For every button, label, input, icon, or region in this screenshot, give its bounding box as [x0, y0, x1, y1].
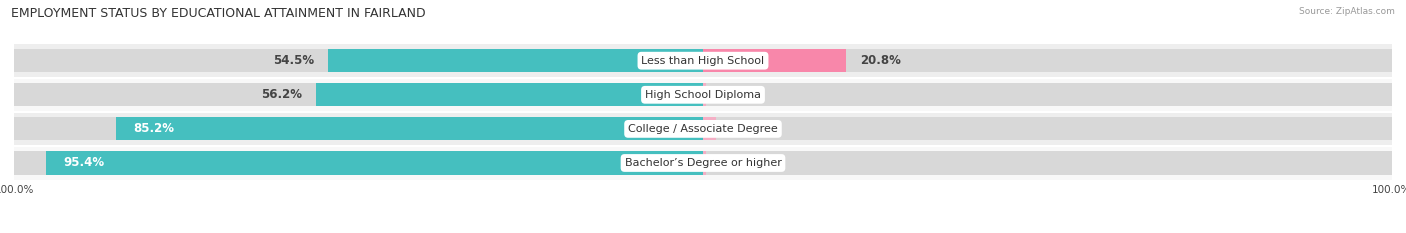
Bar	[328, 49, 703, 72]
Text: 56.2%: 56.2%	[262, 88, 302, 101]
Text: 85.2%: 85.2%	[134, 122, 174, 135]
Bar	[14, 78, 1392, 112]
Bar	[14, 151, 703, 175]
Bar	[703, 151, 1392, 175]
Bar	[14, 112, 1392, 146]
Text: 20.8%: 20.8%	[860, 54, 901, 67]
Bar	[14, 44, 1392, 78]
Bar	[703, 117, 1392, 140]
Text: High School Diploma: High School Diploma	[645, 90, 761, 100]
Text: Less than High School: Less than High School	[641, 56, 765, 66]
Bar	[14, 49, 703, 72]
Text: Bachelor’s Degree or higher: Bachelor’s Degree or higher	[624, 158, 782, 168]
Bar	[703, 83, 706, 106]
Text: 0.0%: 0.0%	[720, 88, 752, 101]
Bar	[46, 151, 703, 175]
Bar	[703, 117, 716, 140]
Bar	[703, 83, 1392, 106]
Bar	[117, 117, 703, 140]
Text: 1.9%: 1.9%	[730, 122, 762, 135]
Text: 54.5%: 54.5%	[273, 54, 314, 67]
Text: Source: ZipAtlas.com: Source: ZipAtlas.com	[1299, 7, 1395, 16]
Bar	[316, 83, 703, 106]
Text: EMPLOYMENT STATUS BY EDUCATIONAL ATTAINMENT IN FAIRLAND: EMPLOYMENT STATUS BY EDUCATIONAL ATTAINM…	[11, 7, 426, 20]
Bar	[703, 49, 1392, 72]
Bar	[703, 151, 706, 175]
Text: 95.4%: 95.4%	[63, 157, 104, 169]
Text: College / Associate Degree: College / Associate Degree	[628, 124, 778, 134]
Text: 0.0%: 0.0%	[720, 157, 752, 169]
Bar	[14, 83, 703, 106]
Bar	[703, 49, 846, 72]
Bar	[14, 146, 1392, 180]
Bar	[14, 117, 703, 140]
